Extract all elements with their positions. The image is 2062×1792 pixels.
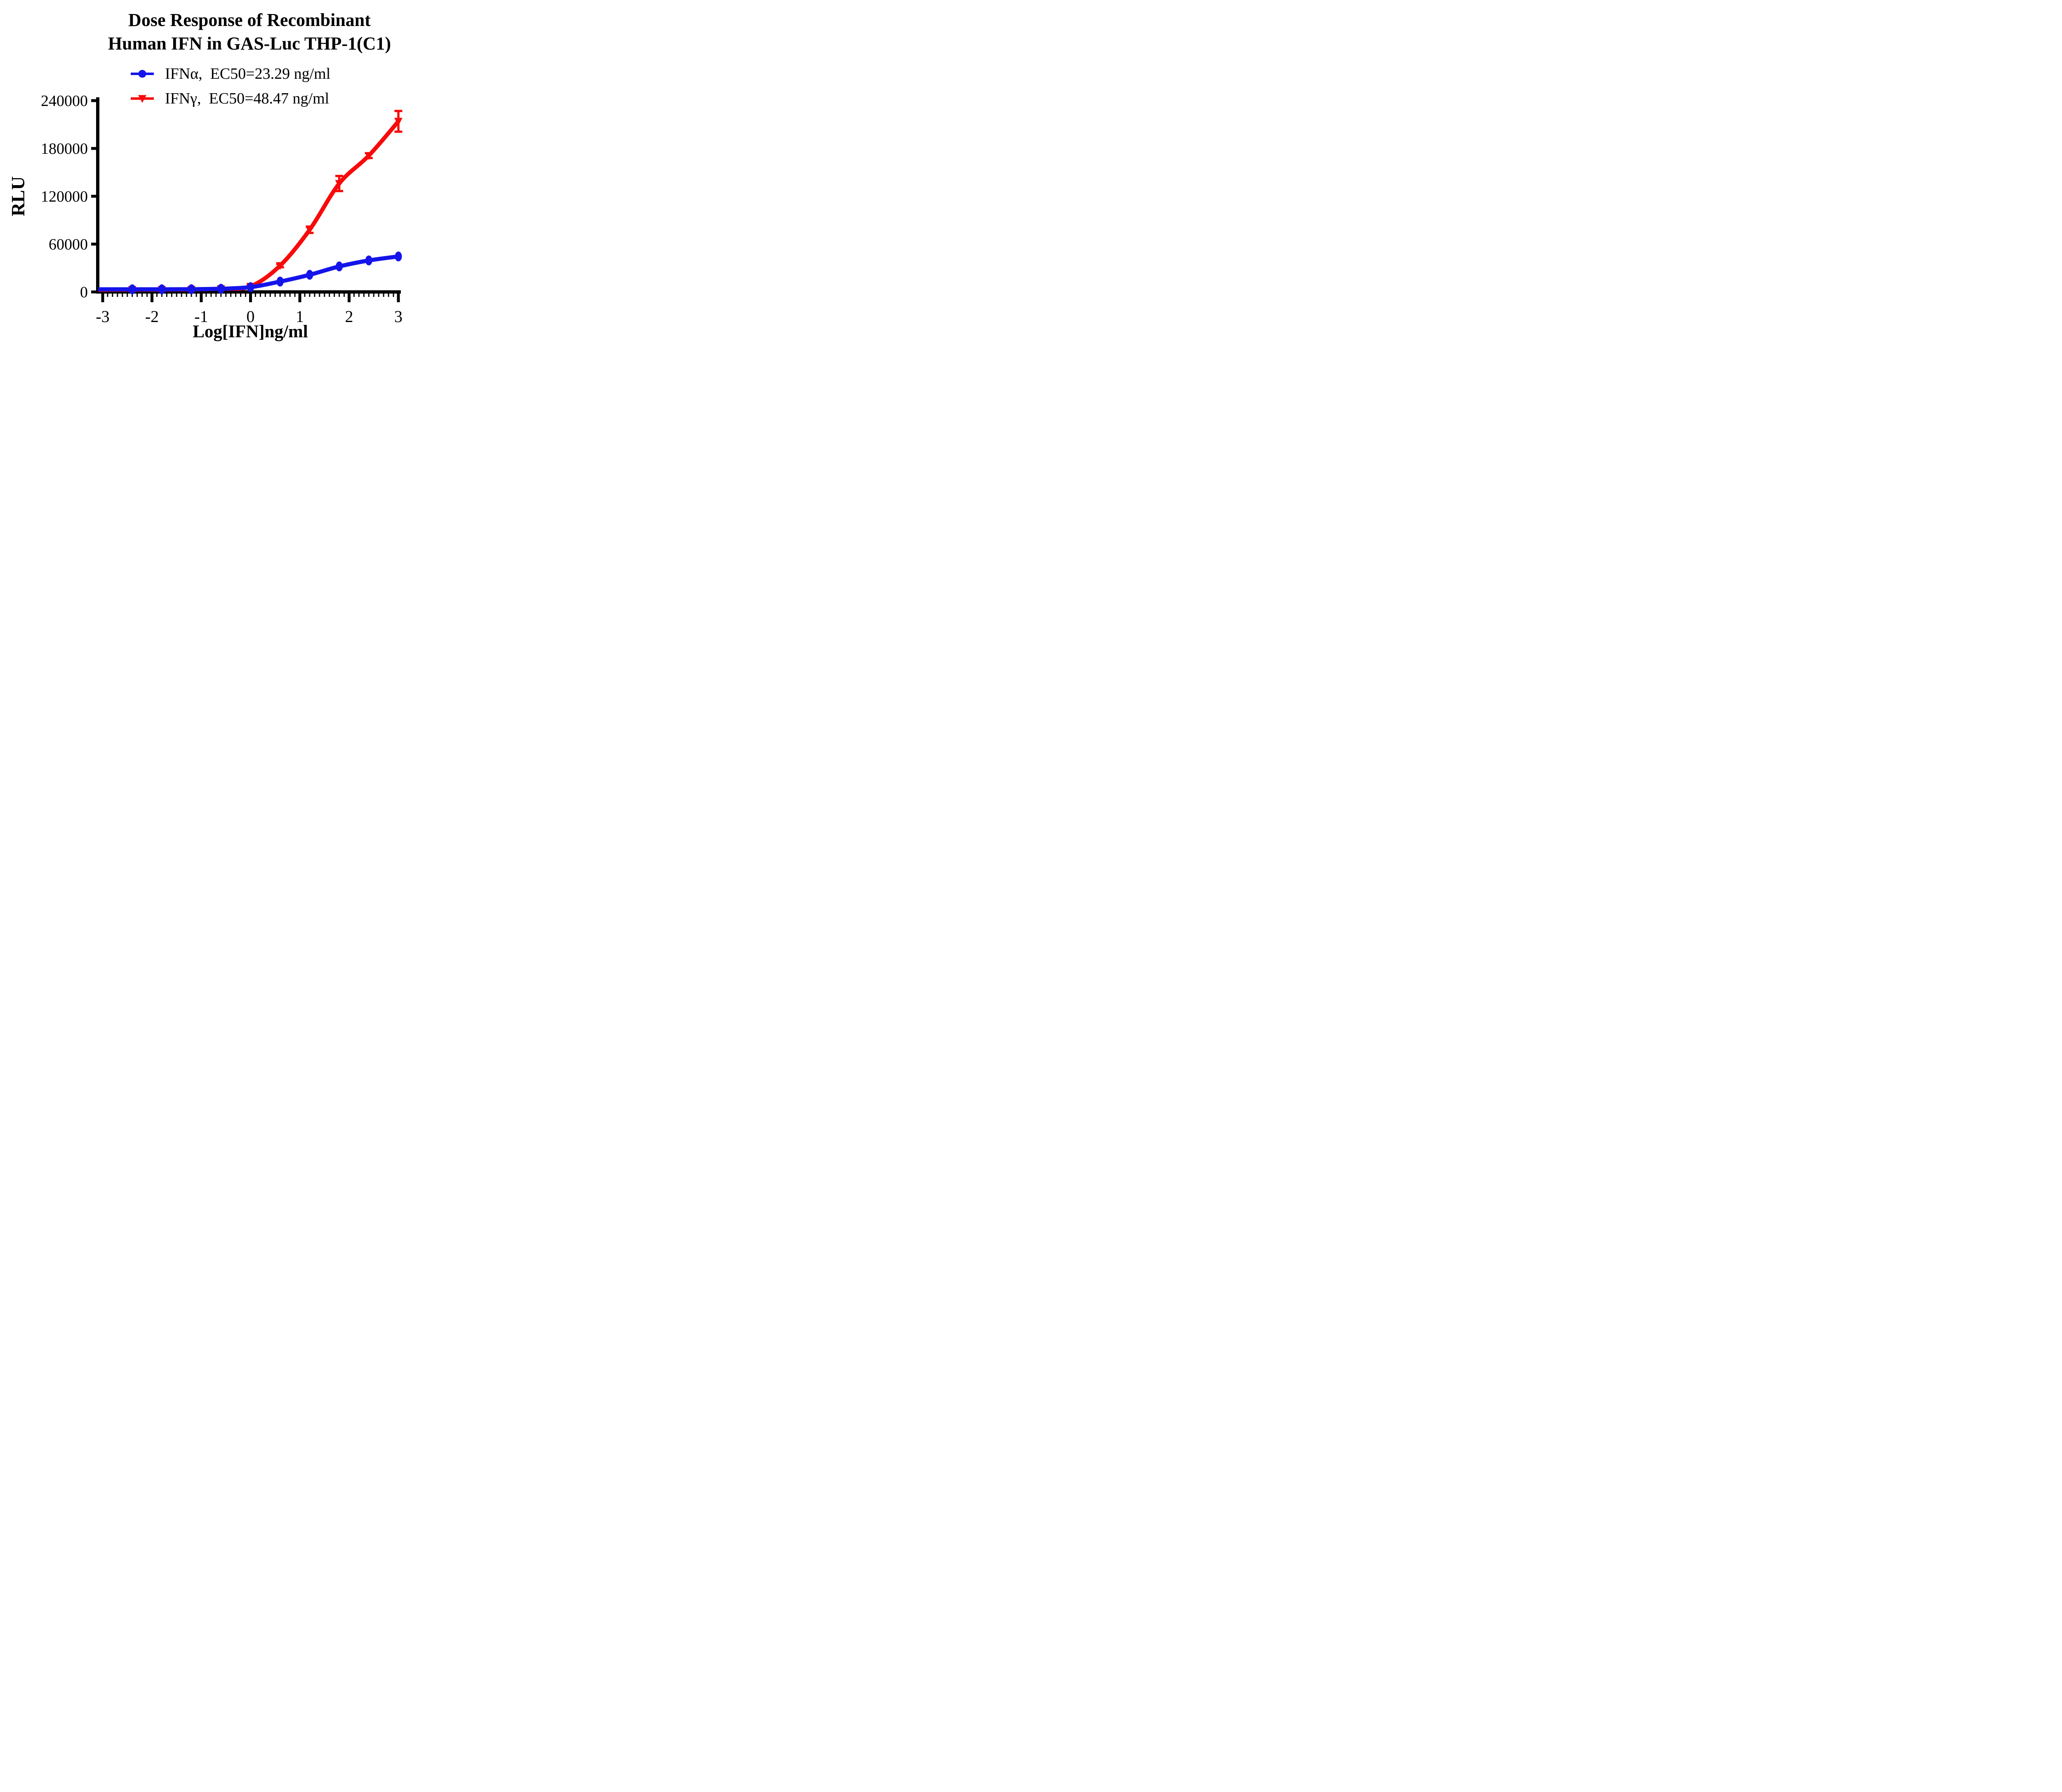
- y-tick-label: 180000: [41, 140, 88, 158]
- series-ifn-gamma-marker: [394, 118, 403, 126]
- series-ifn-alpha-marker: [188, 284, 195, 294]
- circle-marker-icon: [131, 70, 154, 78]
- chart-title-line1: Dose Response of Recombinant: [128, 10, 371, 30]
- series-ifn-gamma-marker: [305, 226, 314, 234]
- series-ifn-gamma-marker: [335, 180, 344, 188]
- series-ifn-alpha-marker: [217, 284, 225, 294]
- legend: IFNα, EC50=23.29 ng/ml IFNγ, EC50=48.47 …: [130, 64, 330, 114]
- chart-title: Dose Response of Recombinant Human IFN i…: [59, 8, 440, 55]
- series-ifn-alpha-marker: [247, 282, 254, 292]
- series-ifn-alpha-marker: [336, 261, 343, 272]
- y-axis-title: RLU: [7, 176, 28, 216]
- legend-label-ifn-gamma: IFNγ, EC50=48.47 ng/ml: [165, 90, 330, 107]
- x-tick-label: 3: [394, 307, 403, 326]
- series-ifn-alpha-marker: [158, 284, 165, 294]
- chart-figure: Dose Response of Recombinant Human IFN i…: [0, 0, 440, 358]
- plot-area: 0 60000 120000 180000 240000 -3 -2 -1 0 1 2 3 RLU Log…: [7, 92, 403, 341]
- legend-item-ifn-gamma: IFNγ, EC50=48.47 ng/ml: [130, 89, 330, 108]
- series-ifn-alpha-marker: [306, 270, 313, 280]
- legend-label-ifn-alpha: IFNα, EC50=23.29 ng/ml: [165, 65, 331, 82]
- chart-title-line2: Human IFN in GAS-Luc THP-1(C1): [108, 33, 391, 54]
- x-tick-label: 1: [296, 307, 304, 326]
- series-ifn-gamma-marker: [276, 262, 285, 270]
- y-tick-label: 120000: [41, 188, 88, 205]
- series-ifn-alpha-marker: [365, 255, 372, 266]
- x-tick-label: 0: [247, 307, 255, 326]
- x-tick-label: -2: [145, 307, 159, 326]
- x-axis-title: Log[IFN]ng/ml: [193, 322, 308, 341]
- legend-item-ifn-alpha: IFNα, EC50=23.29 ng/ml: [130, 64, 330, 83]
- legend-triangle: [138, 95, 146, 103]
- series-ifn-alpha-marker: [129, 284, 136, 294]
- series-ifn-alpha-marker: [395, 251, 402, 261]
- y-tick-label: 240000: [41, 92, 88, 110]
- series-ifn-alpha-marker: [276, 276, 284, 287]
- triangle-down-marker-icon: [131, 95, 154, 103]
- series-ifn-gamma-marker: [365, 152, 373, 160]
- y-tick-label: 60000: [49, 236, 88, 253]
- x-tick-label: -3: [96, 307, 109, 326]
- legend-circle: [138, 70, 146, 78]
- x-tick-label: -1: [194, 307, 208, 326]
- y-tick-label: 0: [80, 284, 88, 301]
- x-tick-label: 2: [345, 307, 353, 326]
